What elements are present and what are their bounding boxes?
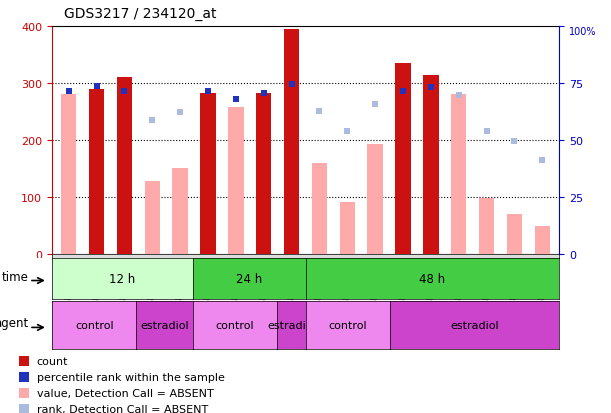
Bar	[507, 214, 522, 254]
Bar	[367, 145, 383, 254]
Text: count: count	[37, 356, 68, 366]
Bar	[451, 95, 466, 254]
Text: 48 h: 48 h	[419, 272, 445, 285]
Text: GDS3217 / 234120_at: GDS3217 / 234120_at	[64, 7, 217, 21]
Bar	[423, 76, 439, 254]
Text: value, Detection Call = ABSENT: value, Detection Call = ABSENT	[37, 388, 213, 398]
Bar	[395, 64, 411, 254]
Bar	[172, 169, 188, 254]
Bar	[312, 163, 327, 254]
Text: control: control	[75, 320, 114, 330]
Bar	[479, 198, 494, 254]
Bar	[200, 93, 216, 254]
Bar	[284, 30, 299, 254]
Bar	[117, 78, 132, 254]
Text: estradiol: estradiol	[450, 320, 499, 330]
Text: control: control	[216, 320, 254, 330]
Text: rank, Detection Call = ABSENT: rank, Detection Call = ABSENT	[37, 404, 208, 413]
Text: time: time	[2, 270, 29, 283]
Bar	[89, 89, 104, 254]
Text: 24 h: 24 h	[236, 272, 262, 285]
Text: agent: agent	[0, 316, 29, 329]
Bar	[256, 93, 271, 254]
Bar	[535, 227, 550, 254]
Bar	[145, 181, 160, 254]
Bar	[61, 95, 76, 254]
Bar	[228, 107, 244, 254]
Text: 100%: 100%	[569, 27, 597, 37]
Text: 12 h: 12 h	[109, 272, 136, 285]
Text: percentile rank within the sample: percentile rank within the sample	[37, 372, 224, 382]
Text: control: control	[329, 320, 367, 330]
Bar	[340, 203, 355, 254]
Text: estradiol: estradiol	[141, 320, 189, 330]
Text: estradiol: estradiol	[267, 320, 316, 330]
